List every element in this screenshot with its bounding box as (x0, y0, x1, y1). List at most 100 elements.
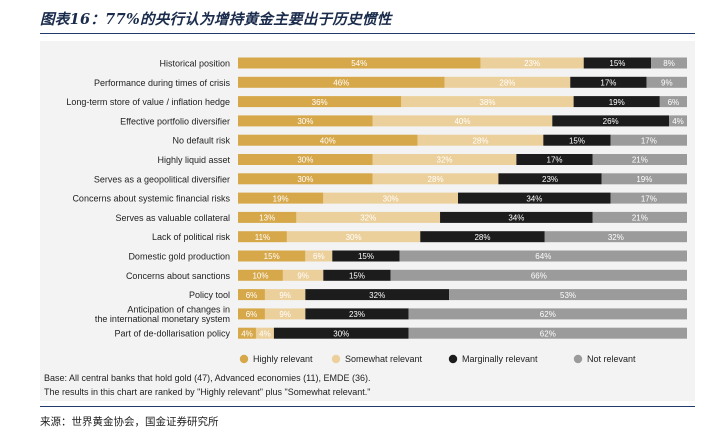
category-label-effective-portfolio-diversifier: Effective portfolio diversifier (120, 116, 230, 126)
data-label-not-relevant-serves-as-a-geopolitical-diversifier: 19% (636, 175, 652, 184)
data-label-not-relevant-concerns-about-sanctions: 66% (531, 272, 547, 281)
data-label-somewhat-relevant-serves-as-a-geopolitical-diversifier: 28% (428, 175, 444, 184)
data-label-not-relevant-effective-portfolio-diversifier: 4% (672, 117, 684, 126)
data-label-marginally-relevant-long-term-store-of-value-inflation-hedge: 19% (609, 98, 625, 107)
bar-highly-relevant-part-of-de-dollarisation-policy (238, 327, 256, 339)
bottom-rule (40, 406, 695, 407)
data-label-not-relevant-part-of-de-dollarisation-policy: 62% (540, 329, 556, 338)
bar-marginally-relevant-serves-as-a-geopolitical-diversifier (498, 173, 602, 185)
data-label-marginally-relevant-concerns-about-systemic-financial-risks: 34% (526, 194, 542, 203)
data-label-marginally-relevant-domestic-gold-production: 15% (358, 252, 374, 261)
category-label-serves-as-valuable-collateral: Serves as valuable collateral (115, 213, 230, 223)
bar-not-relevant-serves-as-valuable-collateral (592, 211, 687, 223)
chart-panel: Historical position 54% 23% 15% 8% Performanc… (40, 41, 695, 401)
bar-not-relevant-concerns-about-systemic-financial-risks (610, 192, 687, 204)
data-label-not-relevant-domestic-gold-production: 64% (535, 252, 551, 261)
data-label-highly-relevant-anticipation-of-changes-in-the-international-monetary-system: 6% (246, 310, 258, 319)
category-label-part-of-de-dollarisation-policy: Part of de-dollarisation policy (114, 329, 230, 339)
category-label-highly-liquid-asset: Highly liquid asset (157, 155, 230, 165)
data-label-somewhat-relevant-lack-of-political-risk: 30% (346, 233, 362, 242)
bar-not-relevant-performance-during-times-of-crisis (646, 76, 687, 88)
data-label-highly-relevant-highly-liquid-asset: 30% (297, 156, 313, 165)
bar-not-relevant-long-term-store-of-value-inflation-hedge (659, 96, 687, 108)
bar-somewhat-relevant-concerns-about-sanctions (282, 269, 324, 281)
data-label-highly-relevant-lack-of-political-risk: 11% (255, 233, 270, 242)
data-label-somewhat-relevant-historical-position: 23% (524, 59, 540, 68)
legend-label-marginally-relevant: Marginally relevant (462, 354, 538, 364)
bar-not-relevant-no-default-risk (610, 134, 687, 146)
category-label-lack-of-political-risk: Lack of political risk (152, 232, 231, 242)
bar-marginally-relevant-concerns-about-systemic-financial-risks (458, 192, 611, 204)
bar-somewhat-relevant-effective-portfolio-diversifier (372, 115, 553, 127)
data-label-highly-relevant-policy-tool: 6% (246, 291, 258, 300)
bar-marginally-relevant-highly-liquid-asset (516, 154, 593, 165)
data-label-not-relevant-highly-liquid-asset: 21% (632, 156, 648, 165)
category-label-performance-during-times-of-crisis: Performance during times of crisis (94, 78, 231, 88)
data-label-marginally-relevant-part-of-de-dollarisation-policy: 30% (333, 329, 349, 338)
bar-not-relevant-lack-of-political-risk (544, 231, 687, 243)
bar-marginally-relevant-lack-of-political-risk (420, 231, 545, 243)
base-note: Base: All central banks that hold gold (… (44, 373, 371, 383)
data-label-marginally-relevant-effective-portfolio-diversifier: 26% (603, 117, 619, 126)
bar-marginally-relevant-anticipation-of-changes-in-the-international-monetary-system (305, 308, 409, 320)
legend-item-not-relevant: Not relevant (573, 354, 636, 364)
category-label-concerns-about-systemic-financial-risks: Concerns about systemic financial risks (72, 194, 230, 204)
data-label-not-relevant-historical-position: 8% (663, 59, 675, 68)
legend-marker-highly-relevant (239, 354, 249, 364)
bar-not-relevant-part-of-de-dollarisation-policy (408, 327, 687, 339)
bar-marginally-relevant-long-term-store-of-value-inflation-hedge (573, 96, 660, 108)
bar-not-relevant-policy-tool (449, 289, 687, 301)
category-label-concerns-about-sanctions: Concerns about sanctions (126, 271, 231, 281)
bar-highly-relevant-long-term-store-of-value-inflation-hedge (238, 96, 402, 108)
category-label-anticipation-of-changes-in-the-international-monetary-system: Anticipation of changes in the internatio… (95, 304, 230, 324)
bar-highly-relevant-concerns-about-sanctions (238, 269, 283, 281)
data-label-marginally-relevant-concerns-about-sanctions: 15% (349, 272, 365, 281)
data-label-marginally-relevant-anticipation-of-changes-in-the-international-monetary-system: 23% (349, 310, 365, 319)
bar-marginally-relevant-performance-during-times-of-crisis (570, 76, 647, 88)
data-label-not-relevant-no-default-risk: 17% (641, 136, 657, 145)
bar-highly-relevant-domestic-gold-production (238, 250, 306, 262)
bar-marginally-relevant-policy-tool (305, 289, 450, 301)
data-label-somewhat-relevant-no-default-risk: 28% (472, 136, 488, 145)
bar-somewhat-relevant-concerns-about-systemic-financial-risks (323, 192, 459, 204)
bar-somewhat-relevant-policy-tool (264, 289, 306, 301)
data-label-not-relevant-performance-during-times-of-crisis: 9% (661, 79, 673, 88)
legend-label-highly-relevant: Highly relevant (253, 354, 313, 364)
bar-highly-relevant-no-default-risk (238, 134, 418, 146)
data-label-highly-relevant-performance-during-times-of-crisis: 46% (333, 79, 349, 88)
data-label-highly-relevant-domestic-gold-production: 15% (264, 252, 280, 261)
legend-item-somewhat-relevant: Somewhat relevant (331, 354, 423, 364)
bar-marginally-relevant-no-default-risk (543, 134, 611, 146)
data-label-somewhat-relevant-highly-liquid-asset: 32% (437, 156, 453, 165)
data-label-highly-relevant-no-default-risk: 40% (320, 136, 336, 145)
bar-somewhat-relevant-part-of-de-dollarisation-policy (255, 327, 274, 339)
data-label-highly-relevant-serves-as-valuable-collateral: 13% (259, 214, 275, 223)
data-label-not-relevant-long-term-store-of-value-inflation-hedge: 6% (668, 98, 680, 107)
bar-highly-relevant-highly-liquid-asset (238, 154, 373, 165)
bar-marginally-relevant-domestic-gold-production (332, 250, 400, 262)
bar-highly-relevant-anticipation-of-changes-in-the-international-monetary-system (238, 308, 265, 320)
bar-highly-relevant-serves-as-a-geopolitical-diversifier (238, 173, 373, 185)
data-label-somewhat-relevant-long-term-store-of-value-inflation-hedge: 38% (479, 98, 495, 107)
ranking-note: The results in this chart are ranked by … (44, 387, 371, 397)
bar-highly-relevant-concerns-about-systemic-financial-risks (238, 192, 324, 204)
bar-not-relevant-effective-portfolio-diversifier (669, 115, 687, 127)
source-note: 来源：世界黄金协会，国金证券研究所 (40, 416, 219, 428)
bar-not-relevant-historical-position (651, 57, 687, 69)
bar-highly-relevant-serves-as-valuable-collateral (238, 211, 297, 223)
legend-marker-marginally-relevant (448, 354, 458, 364)
data-label-somewhat-relevant-concerns-about-systemic-financial-risks: 30% (383, 194, 399, 203)
data-label-somewhat-relevant-serves-as-valuable-collateral: 32% (360, 214, 376, 223)
bar-marginally-relevant-part-of-de-dollarisation-policy (273, 327, 409, 339)
data-label-not-relevant-serves-as-valuable-collateral: 21% (632, 214, 648, 223)
bar-marginally-relevant-effective-portfolio-diversifier (552, 115, 670, 127)
bar-marginally-relevant-concerns-about-sanctions (323, 269, 391, 281)
bar-highly-relevant-historical-position (238, 57, 481, 69)
data-label-marginally-relevant-policy-tool: 32% (369, 291, 385, 300)
legend-marker-not-relevant (573, 354, 583, 364)
bar-somewhat-relevant-anticipation-of-changes-in-the-international-monetary-system (264, 308, 306, 320)
legend-item-marginally-relevant: Marginally relevant (448, 354, 538, 364)
data-label-highly-relevant-effective-portfolio-diversifier: 30% (297, 117, 313, 126)
data-label-somewhat-relevant-effective-portfolio-diversifier: 40% (454, 117, 470, 126)
data-label-somewhat-relevant-performance-during-times-of-crisis: 28% (499, 79, 515, 88)
